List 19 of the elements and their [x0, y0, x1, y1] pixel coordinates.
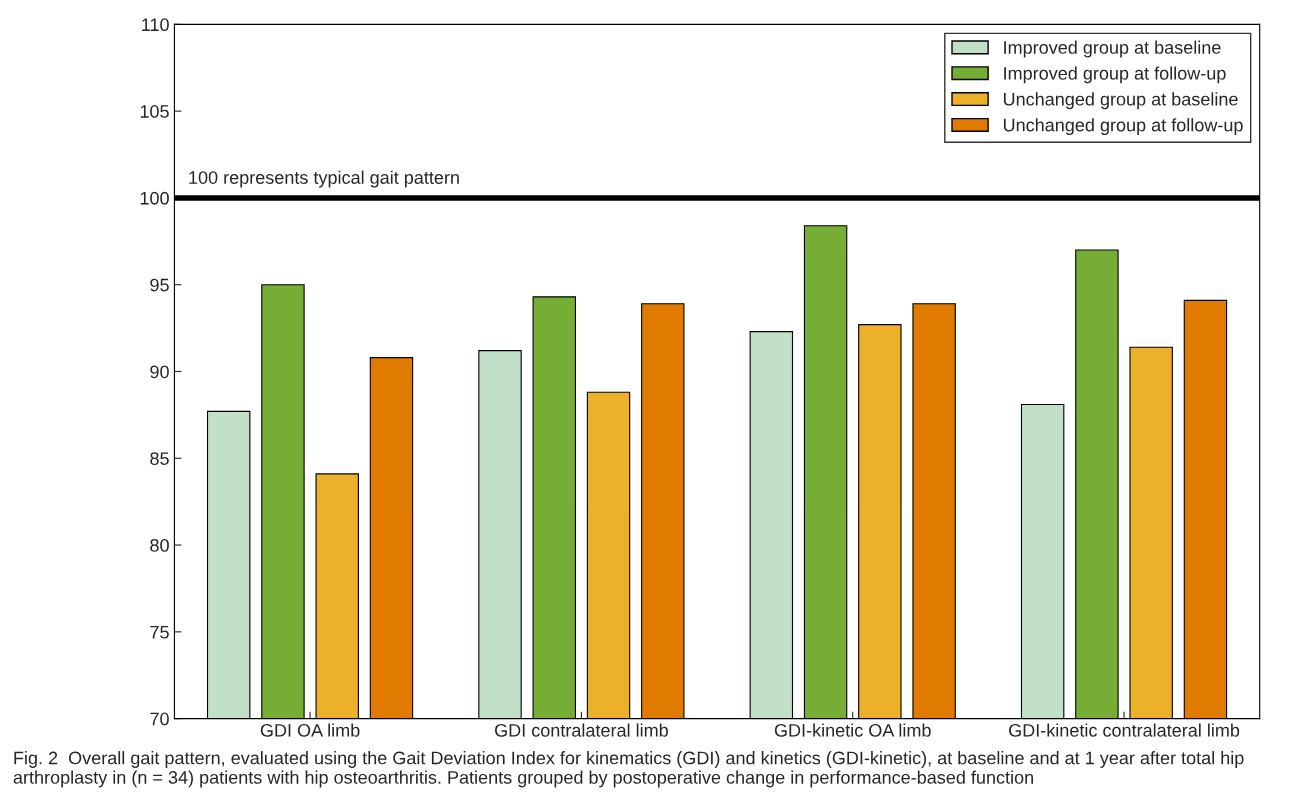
legend-label: Unchanged group at baseline — [1003, 92, 1238, 110]
y-tick-label: 85 — [150, 452, 169, 465]
ref-line-label: 100 represents typical gait pattern — [189, 170, 459, 188]
x-tick-label: GDI-kinetic OA limb — [774, 723, 931, 737]
legend-label: Improved group at follow-up — [1004, 66, 1226, 84]
y-tick-label: 80 — [150, 538, 169, 552]
legend-label: Improved group at baseline — [1004, 40, 1221, 58]
x-tick-label: GDI OA limb — [260, 723, 360, 737]
y-tick-label: 110 — [142, 18, 169, 32]
x-tick-label: GDI-kinetic contralateral limb — [1009, 723, 1240, 737]
x-tick-label: GDI contralateral limb — [495, 723, 668, 737]
legend-label: Unchanged group at follow-up — [1003, 118, 1243, 136]
y-tick-label: 75 — [150, 625, 169, 639]
y-tick-label: 95 — [150, 278, 169, 292]
y-tick-label: 90 — [150, 365, 169, 379]
y-tick-label: 105 — [140, 105, 169, 118]
y-tick-label: 100 — [140, 191, 169, 205]
y-tick-label: 70 — [150, 712, 169, 726]
caption: Fig. 2 Overall gait pattern, evaluated using the Gait Deviation Index for kinematics (GDI) and kinetics (GDI-kinetic), at baseline and at 1 year after total hip arthroplasty in (n = 34) patients with hip osteoarthritis. Patients grouped by postoperative change in performance-based function — [13, 751, 1244, 788]
